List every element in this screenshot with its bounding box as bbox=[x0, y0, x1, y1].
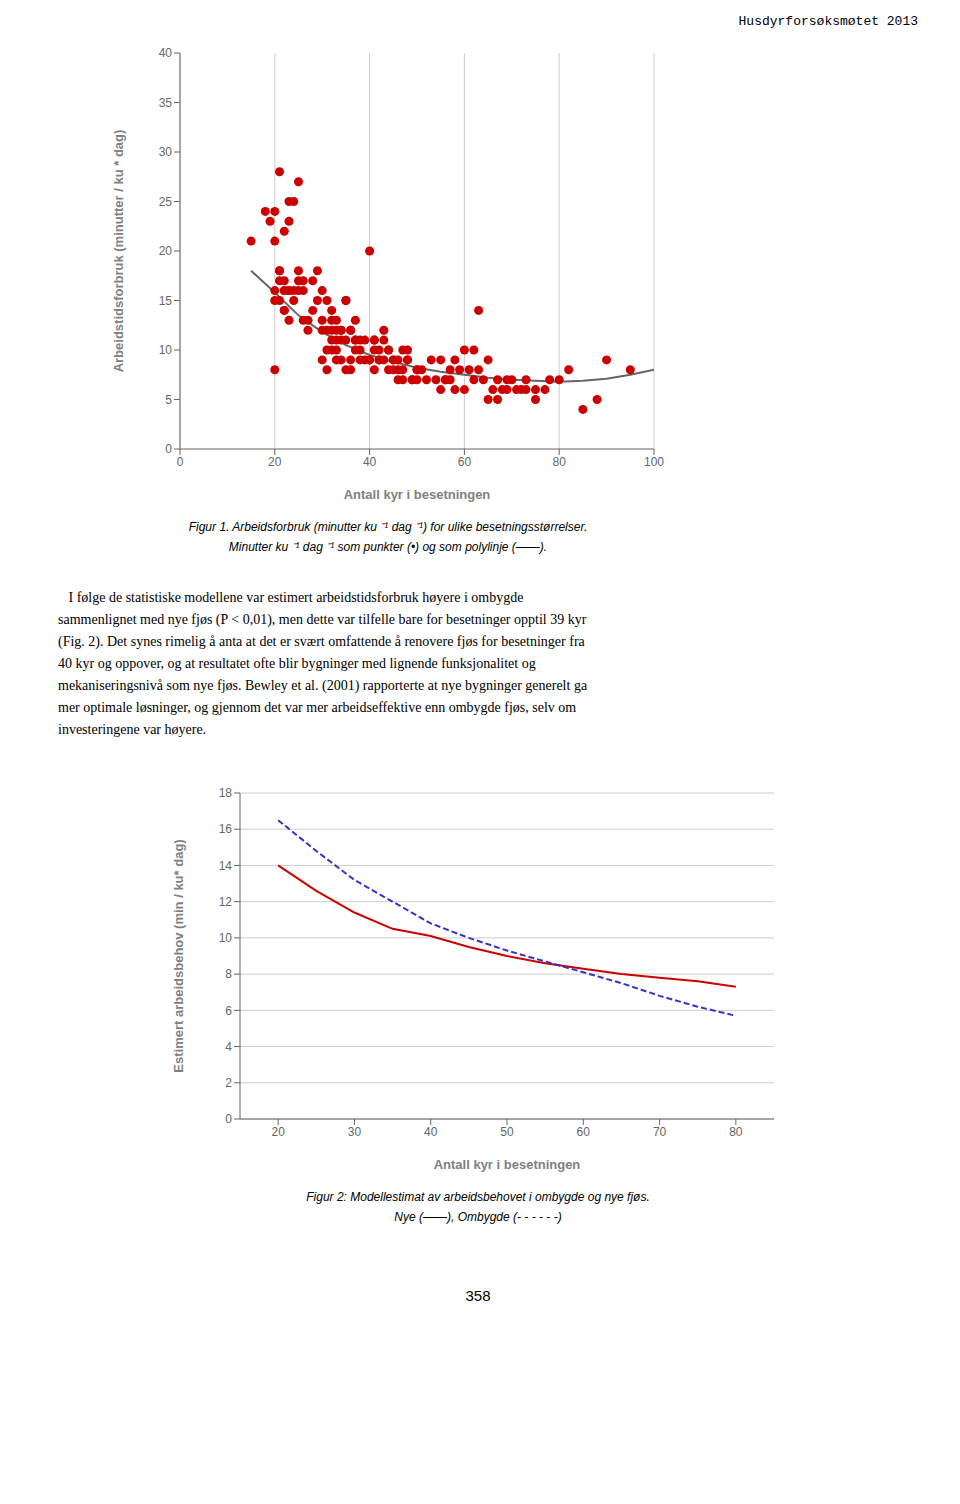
svg-text:5: 5 bbox=[165, 393, 172, 407]
svg-text:60: 60 bbox=[577, 1125, 591, 1139]
svg-text:12: 12 bbox=[219, 895, 233, 909]
html-text:Figur 1. Arbeidsforbruk (minut: Figur 1. Arbeidsforbruk (minutter ku ⁻¹ … bbox=[188, 520, 588, 534]
svg-text:50: 50 bbox=[500, 1125, 514, 1139]
svg-text:Antall kyr i besetningen: Antall kyr i besetningen bbox=[434, 1157, 581, 1172]
svg-text:35: 35 bbox=[159, 96, 173, 110]
html-text:Nye (——), Ombygde (- - - - - -: Nye (——), Ombygde (- - - - - -) bbox=[394, 1210, 562, 1224]
html-text:Husdyrforsøksmøtet 2013: Husdyrforsøksmøtet 2013 bbox=[738, 14, 918, 29]
svg-text:8: 8 bbox=[225, 967, 232, 981]
svg-text:40: 40 bbox=[424, 1125, 438, 1139]
svg-text:0: 0 bbox=[177, 455, 184, 469]
svg-text:14: 14 bbox=[219, 859, 233, 873]
svg-text:60: 60 bbox=[458, 455, 472, 469]
svg-text:Arbeidstidsforbruk (minutter /: Arbeidstidsforbruk (minutter / ku * dag) bbox=[111, 130, 126, 373]
svg-text:70: 70 bbox=[653, 1125, 667, 1139]
html-text:I følge de statistiske modelle: I følge de statistiske modellene var est… bbox=[58, 590, 524, 605]
svg-text:18: 18 bbox=[219, 786, 233, 800]
svg-text:40: 40 bbox=[159, 46, 173, 60]
svg-text:0: 0 bbox=[165, 442, 172, 456]
svg-text:Antall kyr i besetningen: Antall kyr i besetningen bbox=[344, 487, 491, 502]
html-text:mer optimale løsninger, og gje: mer optimale løsninger, og gjennom det v… bbox=[58, 700, 577, 715]
html-text:Minutter ku ⁻¹ dag ⁻¹ som punk: Minutter ku ⁻¹ dag ⁻¹ som punkter (•) og… bbox=[228, 540, 548, 554]
html-text:Figur 2: Modellestimat av arbe: Figur 2: Modellestimat av arbeidsbehovet… bbox=[306, 1190, 650, 1204]
svg-text:30: 30 bbox=[348, 1125, 362, 1139]
html-text:(Fig. 2). Det synes rimelig å: (Fig. 2). Det synes rimelig å anta at de… bbox=[58, 634, 585, 649]
svg-text:2: 2 bbox=[225, 1076, 232, 1090]
svg-text:20: 20 bbox=[268, 455, 282, 469]
svg-text:80: 80 bbox=[729, 1125, 743, 1139]
svg-text:0: 0 bbox=[225, 1112, 232, 1126]
html-text:investeringene var høyere.: investeringene var høyere. bbox=[58, 722, 207, 737]
html-text:mekaniseringsnivå som nye fjøs: mekaniseringsnivå som nye fjøs. Bewley e… bbox=[58, 678, 588, 693]
html-text:358: 358 bbox=[465, 1287, 491, 1304]
svg-text:6: 6 bbox=[225, 1004, 232, 1018]
svg-text:Estimert arbeidsbehov (min / k: Estimert arbeidsbehov (min / ku* dag) bbox=[171, 839, 186, 1072]
svg-text:30: 30 bbox=[159, 145, 173, 159]
svg-text:15: 15 bbox=[159, 294, 173, 308]
svg-text:40: 40 bbox=[363, 455, 377, 469]
svg-text:16: 16 bbox=[219, 822, 233, 836]
svg-text:25: 25 bbox=[159, 195, 173, 209]
html-text:sammenlignet med nye fjøs (P <: sammenlignet med nye fjøs (P < 0,01), me… bbox=[58, 612, 587, 627]
svg-text:10: 10 bbox=[219, 931, 233, 945]
svg-text:10: 10 bbox=[159, 343, 173, 357]
svg-text:20: 20 bbox=[271, 1125, 285, 1139]
svg-text:20: 20 bbox=[159, 244, 173, 258]
html-text:40 kyr og oppover, og at resul: 40 kyr og oppover, og at resultatet ofte… bbox=[58, 656, 536, 671]
svg-text:80: 80 bbox=[553, 455, 567, 469]
svg-text:4: 4 bbox=[225, 1040, 232, 1054]
svg-text:100: 100 bbox=[644, 455, 664, 469]
